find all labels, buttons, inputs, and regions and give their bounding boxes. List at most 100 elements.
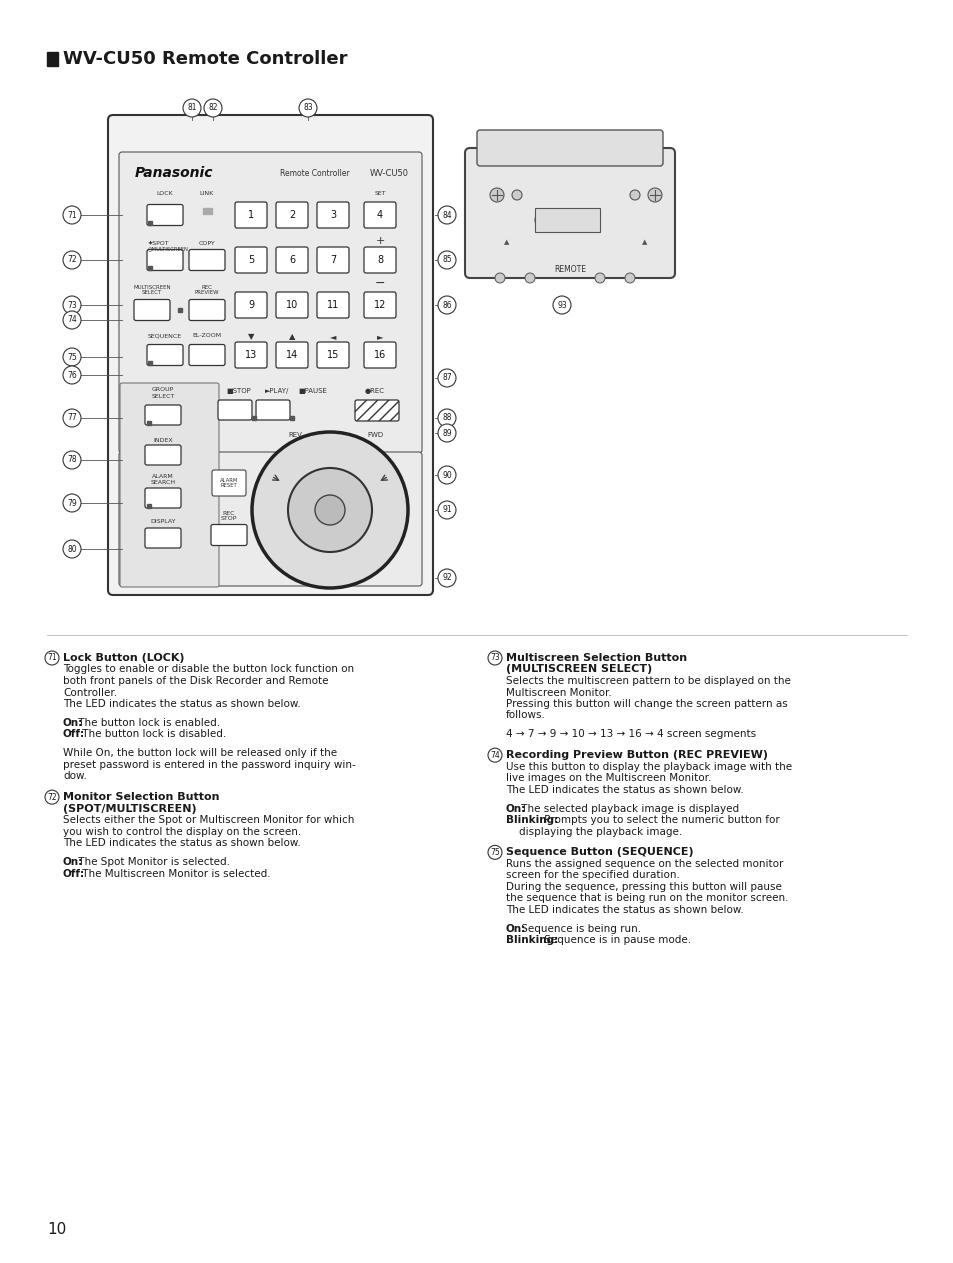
Text: During the sequence, pressing this button will pause: During the sequence, pressing this butto…: [505, 882, 781, 892]
Text: FWD: FWD: [367, 432, 383, 438]
Text: 82: 82: [208, 104, 217, 112]
Text: GROUP: GROUP: [152, 386, 174, 392]
FancyBboxPatch shape: [234, 342, 267, 368]
FancyBboxPatch shape: [189, 250, 225, 270]
Text: The LED indicates the status as shown below.: The LED indicates the status as shown be…: [505, 784, 743, 794]
Circle shape: [488, 650, 501, 666]
Text: you wish to control the display on the screen.: you wish to control the display on the s…: [63, 827, 301, 836]
Text: 14: 14: [286, 350, 297, 360]
Text: screen for the specified duration.: screen for the specified duration.: [505, 870, 679, 880]
Text: +: +: [375, 236, 384, 246]
Text: Selects the multiscreen pattern to be displayed on the: Selects the multiscreen pattern to be di…: [505, 676, 790, 686]
FancyBboxPatch shape: [218, 400, 252, 421]
Text: 15: 15: [327, 350, 339, 360]
Text: Blinking:: Blinking:: [505, 815, 558, 825]
Text: Sequence Button (SEQUENCE): Sequence Button (SEQUENCE): [505, 847, 693, 858]
Circle shape: [252, 432, 408, 589]
Text: ■PAUSE: ■PAUSE: [297, 388, 327, 394]
Text: ✦SPOT: ✦SPOT: [148, 241, 170, 246]
Circle shape: [437, 369, 456, 386]
Circle shape: [437, 296, 456, 314]
Text: 90: 90: [441, 471, 452, 480]
Text: ►PLAY/: ►PLAY/: [265, 388, 289, 394]
FancyBboxPatch shape: [476, 130, 662, 165]
Circle shape: [647, 188, 661, 202]
FancyBboxPatch shape: [147, 205, 183, 226]
Text: ALARM: ALARM: [152, 474, 173, 479]
Text: 8: 8: [376, 255, 383, 265]
Circle shape: [437, 466, 456, 484]
Text: Prompts you to select the numeric button for: Prompts you to select the numeric button…: [540, 815, 779, 825]
Circle shape: [495, 273, 504, 283]
Circle shape: [204, 99, 222, 117]
FancyBboxPatch shape: [275, 292, 308, 318]
Text: The Multiscreen Monitor is selected.: The Multiscreen Monitor is selected.: [78, 869, 270, 879]
Text: WV-CU50 Remote Controller: WV-CU50 Remote Controller: [63, 51, 347, 68]
Circle shape: [45, 650, 59, 666]
Circle shape: [63, 409, 81, 427]
Text: The LED indicates the status as shown below.: The LED indicates the status as shown be…: [63, 839, 300, 849]
Text: preset password is entered in the password inquiry win-: preset password is entered in the passwo…: [63, 760, 355, 770]
Bar: [178, 308, 182, 312]
Text: Off:: Off:: [63, 869, 85, 879]
Text: 11: 11: [327, 301, 338, 309]
Circle shape: [524, 273, 535, 283]
Text: live images on the Multiscreen Monitor.: live images on the Multiscreen Monitor.: [505, 773, 711, 783]
Text: 13: 13: [245, 350, 257, 360]
Text: 9: 9: [248, 301, 253, 309]
Text: 85: 85: [442, 255, 452, 264]
Text: Multiscreen Monitor.: Multiscreen Monitor.: [505, 687, 611, 697]
Text: Sequence is being run.: Sequence is being run.: [517, 923, 640, 933]
Text: ►: ►: [376, 332, 383, 341]
Circle shape: [488, 845, 501, 859]
Text: Recording Preview Button (REC PREVIEW): Recording Preview Button (REC PREVIEW): [505, 750, 767, 760]
Text: Monitor Selection Button: Monitor Selection Button: [63, 792, 219, 802]
FancyBboxPatch shape: [145, 528, 181, 548]
Text: REC: REC: [201, 285, 213, 290]
Circle shape: [63, 349, 81, 366]
Text: 89: 89: [442, 428, 452, 437]
Text: 4 → 7 → 9 → 10 → 13 → 16 → 4 screen segments: 4 → 7 → 9 → 10 → 13 → 16 → 4 screen segm…: [505, 730, 756, 739]
FancyBboxPatch shape: [464, 148, 675, 278]
Text: PREVIEW: PREVIEW: [194, 290, 219, 296]
Text: the sequence that is being run on the monitor screen.: the sequence that is being run on the mo…: [505, 893, 788, 903]
Text: On:: On:: [505, 803, 526, 813]
Text: While On, the button lock will be released only if the: While On, the button lock will be releas…: [63, 749, 336, 759]
Circle shape: [437, 409, 456, 427]
Text: 6: 6: [289, 255, 294, 265]
Circle shape: [288, 469, 372, 552]
Bar: [252, 416, 255, 421]
Text: 91: 91: [442, 505, 452, 514]
FancyBboxPatch shape: [316, 202, 349, 229]
Text: 81: 81: [187, 104, 196, 112]
Text: ■STOP: ■STOP: [226, 388, 251, 394]
Text: Blinking:: Blinking:: [505, 936, 558, 945]
FancyBboxPatch shape: [364, 248, 395, 273]
Text: 7: 7: [330, 255, 335, 265]
Bar: [147, 504, 151, 508]
Text: 79: 79: [67, 499, 77, 508]
Text: EL-ZOOM: EL-ZOOM: [193, 333, 221, 338]
Text: Panasonic: Panasonic: [135, 165, 213, 181]
Text: 80: 80: [67, 544, 77, 553]
Text: both front panels of the Disk Recorder and Remote: both front panels of the Disk Recorder a…: [63, 676, 328, 686]
FancyBboxPatch shape: [234, 292, 267, 318]
FancyBboxPatch shape: [133, 299, 170, 321]
FancyBboxPatch shape: [145, 488, 181, 508]
FancyBboxPatch shape: [108, 115, 433, 595]
Text: COPY: COPY: [198, 241, 215, 246]
Circle shape: [437, 206, 456, 224]
Text: 71: 71: [47, 653, 57, 663]
FancyBboxPatch shape: [275, 202, 308, 229]
Text: REV: REV: [288, 432, 301, 438]
FancyBboxPatch shape: [212, 470, 246, 496]
FancyBboxPatch shape: [145, 405, 181, 426]
Text: On:: On:: [63, 717, 83, 727]
FancyBboxPatch shape: [147, 345, 183, 365]
Circle shape: [298, 99, 316, 117]
FancyBboxPatch shape: [316, 292, 349, 318]
Text: The LED indicates the status as shown below.: The LED indicates the status as shown be…: [63, 698, 300, 709]
Text: 1: 1: [248, 210, 253, 220]
Text: Controller.: Controller.: [63, 687, 117, 697]
Text: ●REC: ●REC: [365, 388, 385, 394]
